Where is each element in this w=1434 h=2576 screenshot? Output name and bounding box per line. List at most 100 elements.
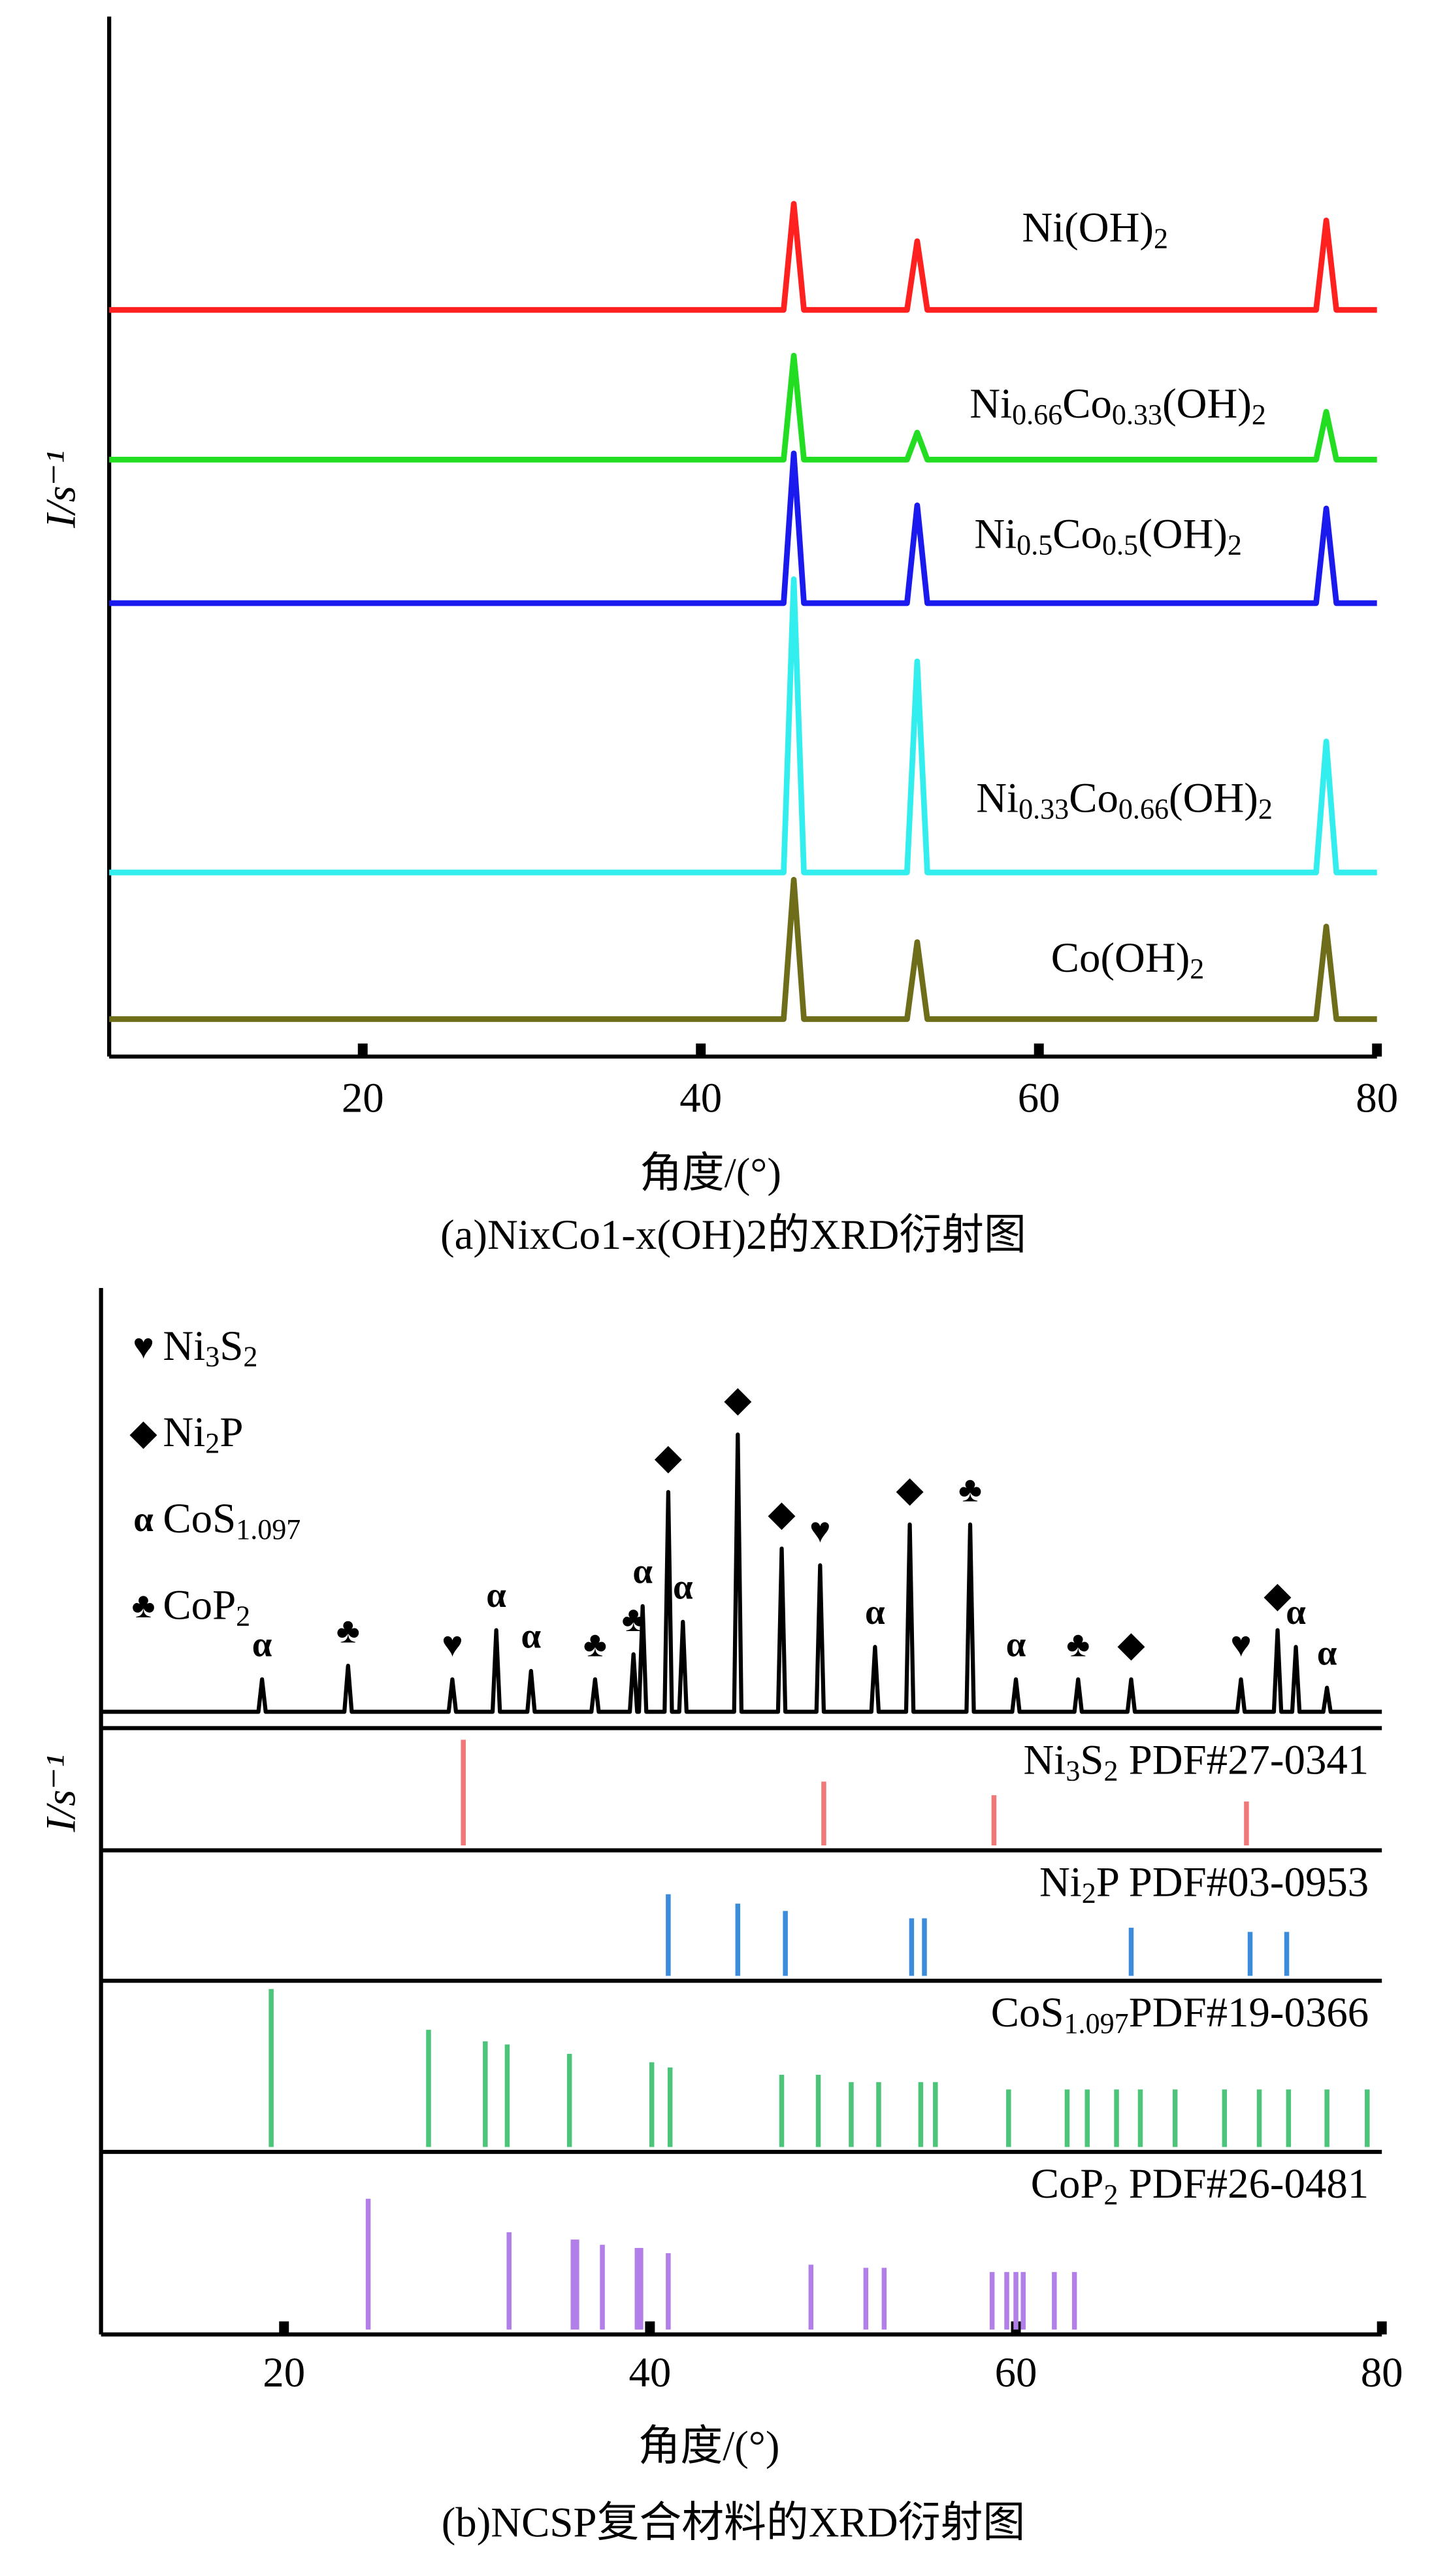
- legend-symbol: ◆: [129, 1413, 157, 1453]
- reference-stick: [365, 2198, 371, 2330]
- legend-label: Ni2P: [163, 1409, 243, 1459]
- x-tick: [1372, 1043, 1382, 1057]
- reference-stick: [863, 2268, 869, 2330]
- y-axis-label: I/s⁻¹: [38, 1755, 85, 1833]
- series-label: Ni(OH)2: [1022, 205, 1168, 255]
- reference-stick: [849, 2082, 854, 2147]
- reference-stick: [735, 1904, 741, 1976]
- series-label: Co(OH)2: [1051, 934, 1205, 985]
- reference-stick: [808, 2264, 814, 2330]
- xrd-line: [109, 450, 1377, 606]
- peak-marker: ◆: [768, 1493, 796, 1533]
- reference-stick: [566, 2053, 572, 2147]
- peak-marker: ♣: [336, 1611, 360, 1651]
- reference-label: CoS1.097PDF#19-0366: [991, 1989, 1369, 2039]
- reference-stick: [1244, 1801, 1249, 1846]
- reference-stick: [1256, 2089, 1262, 2147]
- reference-stick: [815, 2075, 821, 2147]
- reference-stick: [506, 2232, 512, 2330]
- x-tick-label: 20: [342, 1075, 384, 1122]
- x-tick-label: 80: [1356, 1075, 1398, 1122]
- reference-stick: [1247, 1932, 1253, 1976]
- reference-stick: [667, 2067, 673, 2147]
- reference-stick: [1284, 1932, 1290, 1976]
- reference-stick: [649, 2062, 655, 2147]
- peak-marker: ♥: [809, 1510, 831, 1550]
- legend-symbol: ♣: [131, 1585, 155, 1625]
- peak-marker: ◆: [896, 1469, 924, 1509]
- peak-marker: α: [1317, 1632, 1337, 1672]
- reference-stick: [1006, 2089, 1011, 2147]
- reference-stick: [989, 2271, 995, 2330]
- peak-marker: ♣: [958, 1469, 982, 1509]
- xrd-line: [109, 352, 1377, 463]
- reference-stick: [1013, 2271, 1018, 2330]
- reference-stick: [918, 2082, 924, 2147]
- reference-stick: [1222, 2089, 1228, 2147]
- reference-stick: [570, 2239, 576, 2330]
- reference-label: Ni3S2 PDF#27-0341: [1023, 1736, 1369, 1787]
- x-axis-label: 角度/(°): [640, 1149, 781, 1197]
- xrd-line: [109, 576, 1377, 876]
- reference-stick: [876, 2082, 881, 2147]
- reference-stick: [634, 2247, 640, 2330]
- reference-stick: [1137, 2089, 1143, 2147]
- reference-stick: [922, 1918, 927, 1976]
- x-tick-label: 40: [679, 1075, 722, 1122]
- peak-marker: α: [252, 1624, 272, 1664]
- reference-stick: [909, 1918, 915, 1976]
- x-tick: [357, 1043, 368, 1057]
- x-tick-label: 60: [995, 2349, 1037, 2396]
- reference-stick: [1071, 2271, 1077, 2330]
- peak-marker: ◆: [1117, 1624, 1145, 1664]
- reference-stick: [933, 2082, 938, 2147]
- x-tick: [1377, 2321, 1387, 2335]
- series-label: Ni0.33Co0.66(OH)2: [976, 775, 1273, 825]
- x-tick-label: 80: [1361, 2349, 1403, 2396]
- peak-marker: ♣: [1066, 1624, 1090, 1664]
- legend-label: CoP2: [163, 1581, 250, 1632]
- reference-stick: [1365, 2089, 1370, 2147]
- peak-marker: α: [1006, 1624, 1026, 1664]
- peak-marker: ♥: [442, 1624, 463, 1664]
- y-axis-label: I/s⁻¹: [38, 451, 85, 529]
- peak-marker: ◆: [1263, 1575, 1292, 1615]
- reference-stick: [991, 1795, 997, 1846]
- peak-marker: α: [673, 1566, 693, 1606]
- reference-stick: [1324, 2089, 1329, 2147]
- series-label: Ni0.66Co0.33(OH)2: [970, 380, 1266, 431]
- reference-stick: [1286, 2089, 1292, 2147]
- reference-stick: [1172, 2089, 1178, 2147]
- reference-stick: [1064, 2089, 1070, 2147]
- reference-stick: [483, 2041, 488, 2147]
- reference-stick: [426, 2030, 431, 2147]
- reference-stick: [666, 1894, 671, 1976]
- reference-stick: [1128, 1927, 1134, 1976]
- x-tick: [696, 1043, 706, 1057]
- peak-marker: α: [632, 1551, 653, 1591]
- reference-stick: [1004, 2271, 1009, 2330]
- reference-stick: [881, 2268, 887, 2330]
- caption: (b)NCSP复合材料的XRD衍射图: [442, 2500, 1025, 2547]
- reference-stick: [269, 1989, 274, 2147]
- legend-symbol: α: [133, 1499, 154, 1539]
- caption: (a)NixCo1-x(OH)2的XRD衍射图: [440, 1212, 1026, 1259]
- x-tick: [1034, 1043, 1044, 1057]
- x-tick-label: 60: [1018, 1075, 1060, 1122]
- series-label: Ni0.5Co0.5(OH)2: [974, 510, 1242, 561]
- legend-label: Ni3S2: [163, 1323, 257, 1373]
- x-tick-label: 40: [628, 2349, 671, 2396]
- legend-symbol: ♥: [133, 1326, 154, 1366]
- xrd-pattern: [101, 1432, 1382, 1714]
- reference-stick: [600, 2245, 605, 2330]
- reference-stick: [574, 2239, 579, 2330]
- x-tick-label: 20: [263, 2349, 305, 2396]
- reference-stick: [783, 1911, 788, 1976]
- reference-stick: [821, 1781, 826, 1846]
- peak-marker: ♣: [583, 1624, 607, 1664]
- peak-marker: ♥: [1230, 1624, 1252, 1664]
- reference-stick: [1084, 2089, 1090, 2147]
- peak-marker: ♣: [622, 1599, 645, 1639]
- x-axis-label: 角度/(°): [638, 2422, 780, 2469]
